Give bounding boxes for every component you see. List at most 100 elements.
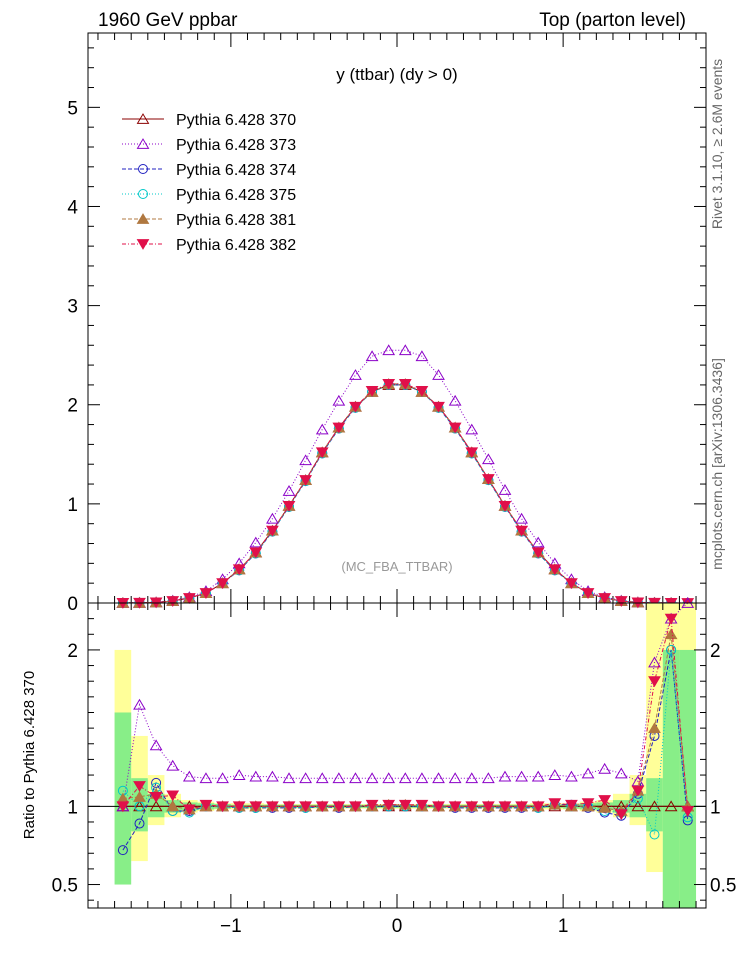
data-point [166, 596, 180, 607]
data-point [199, 799, 213, 811]
data-point [349, 401, 362, 413]
data-point [299, 454, 313, 466]
data-point [332, 422, 346, 434]
data-point [349, 801, 362, 813]
data-point [465, 447, 479, 459]
data-point [448, 394, 462, 406]
data-point [282, 772, 296, 784]
data-point [531, 547, 545, 559]
legend-label: Pythia 6.428 374 [176, 162, 296, 179]
series-line [122, 649, 689, 851]
data-point [149, 792, 163, 803]
data-point [465, 772, 479, 784]
x-tick-label: 1 [558, 916, 569, 937]
mcplots-label: mcplots.cern.ch [arXiv:1306.3436] [709, 358, 725, 570]
data-point [664, 800, 678, 812]
ratio-ytick-label-left: 2 [67, 641, 78, 662]
legend-label: Pythia 6.428 375 [176, 187, 296, 204]
data-point [249, 801, 263, 813]
band-green-bin [646, 778, 663, 832]
main-ytick-label: 4 [67, 197, 78, 218]
data-point [465, 423, 479, 435]
data-point [315, 447, 329, 459]
legend: Pythia 6.428 370 Pythia 6.428 373 Pythia 6… [122, 112, 296, 254]
watermark: (MC_FBA_TTBAR) [341, 559, 452, 574]
legend-label: Pythia 6.428 381 [176, 212, 296, 229]
main-axis-ticks [88, 33, 706, 604]
ratio-axis-ticks [88, 603, 706, 908]
data-point [481, 772, 495, 784]
data-point [133, 791, 146, 802]
data-point [365, 772, 379, 784]
main-plot-panel: 0 1 2 3 4 5 y (ttbar) (dy > 0) (MC_FBA_TTBAR)… [67, 32, 707, 615]
data-point [349, 369, 362, 380]
ratio-ytick-label-right: 2 [710, 641, 721, 662]
data-point [664, 613, 678, 625]
data-point [232, 801, 246, 813]
data-point [548, 564, 562, 576]
series-pythia-6-428-373 [116, 597, 695, 812]
data-point [249, 536, 263, 548]
ratio-plot-panel: 0.5 0.5 1 1 2 2 −1 0 1 Ratio to Pythia 6.428 37… [21, 597, 737, 937]
band-green-bin [679, 649, 697, 908]
data-point [116, 801, 130, 813]
data-point [266, 801, 279, 813]
data-point [398, 799, 412, 811]
data-point [182, 804, 196, 816]
data-point [199, 772, 213, 784]
x-tick-labels: −1 0 1 [220, 916, 568, 937]
ratio-y-tick-labels: 0.5 0.5 1 1 2 2 [52, 641, 737, 897]
data-point [149, 800, 163, 812]
main-ytick-label: 1 [67, 495, 78, 516]
data-point [216, 772, 229, 784]
data-point [498, 500, 512, 512]
data-point [249, 547, 263, 559]
data-point [249, 770, 263, 782]
data-point [332, 394, 346, 406]
data-point [581, 798, 595, 810]
data-point [266, 770, 279, 782]
data-point [299, 801, 313, 813]
data-point [332, 801, 346, 813]
legend-label: Pythia 6.428 382 [176, 237, 296, 254]
data-point [515, 801, 528, 813]
data-point [448, 772, 462, 784]
legend-marker [136, 138, 150, 149]
data-point [299, 772, 313, 784]
data-point [432, 801, 445, 813]
data-point [349, 772, 362, 784]
series-pythia-6-428-382 [116, 613, 695, 821]
data-point [598, 593, 612, 604]
data-point [581, 767, 595, 779]
data-point [548, 769, 562, 780]
data-point [415, 350, 429, 362]
data-point [382, 379, 396, 390]
data-point [315, 423, 329, 435]
data-point [182, 593, 196, 604]
ratio-ytick-label-left: 0.5 [52, 876, 78, 897]
data-point [432, 772, 445, 784]
ratio-uncertainty-bands [88, 603, 706, 908]
data-point [648, 656, 661, 668]
data-point [448, 801, 462, 813]
data-point [666, 644, 677, 655]
data-point [282, 485, 296, 496]
band-green-bin [147, 793, 165, 818]
data-point [614, 767, 628, 779]
data-point [681, 806, 695, 817]
data-point [117, 845, 128, 856]
ratio-y-axis-label: Ratio to Pythia 6.428 370 [21, 671, 38, 839]
data-point [332, 772, 346, 784]
data-point [398, 772, 412, 784]
data-point [648, 676, 661, 688]
x-tick-label: 0 [392, 916, 403, 937]
data-point [365, 799, 379, 811]
rivet-label: Rivet 3.1.10, ≥ 2.6M events [709, 59, 725, 229]
data-point [166, 759, 180, 771]
data-point [631, 800, 645, 812]
chart-title: y (ttbar) (dy > 0) [336, 65, 457, 84]
data-point [398, 344, 412, 356]
data-point [565, 799, 578, 811]
series-line [122, 618, 689, 815]
data-point [664, 628, 678, 640]
